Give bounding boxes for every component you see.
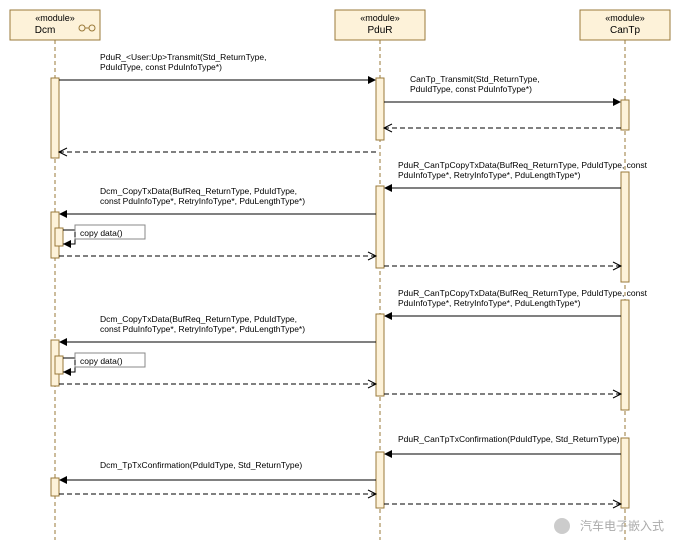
svg-text:CanTp: CanTp [610, 25, 640, 36]
svg-text:PduIdType, const PduInfoType*): PduIdType, const PduInfoType*) [410, 84, 532, 94]
svg-text:PduR_CanTpCopyTxData(BufReq_Re: PduR_CanTpCopyTxData(BufReq_ReturnType, … [398, 160, 648, 170]
svg-text:PduR: PduR [367, 25, 392, 36]
svg-text:Dcm_TpTxConfirmation(PduIdType: Dcm_TpTxConfirmation(PduIdType, Std_Retu… [100, 460, 302, 470]
svg-text:const PduInfoType*, RetryInfoT: const PduInfoType*, RetryInfoType*, PduL… [100, 196, 305, 206]
activation [376, 452, 384, 508]
svg-text:PduInfoType*, RetryInfoType*,: PduInfoType*, RetryInfoType*, PduLengthT… [398, 170, 581, 180]
activation [51, 78, 59, 158]
svg-text:Dcm_CopyTxData(BufReq_ReturnTy: Dcm_CopyTxData(BufReq_ReturnType, PduIdT… [100, 314, 297, 324]
activation [621, 100, 629, 130]
svg-text:PduR_<User:Up>Transmit(Std_Ret: PduR_<User:Up>Transmit(Std_ReturnType, [100, 52, 266, 62]
activation [621, 438, 629, 508]
svg-text:PduR_CanTpTxConfirmation(PduId: PduR_CanTpTxConfirmation(PduIdType, Std_… [398, 434, 620, 444]
svg-text:PduIdType, const PduInfoType*): PduIdType, const PduInfoType*) [100, 62, 222, 72]
activation [376, 186, 384, 268]
svg-text:const PduInfoType*, RetryInfoT: const PduInfoType*, RetryInfoType*, PduL… [100, 324, 305, 334]
svg-text:Dcm: Dcm [35, 25, 56, 36]
activation [55, 228, 63, 246]
svg-text:Dcm_CopyTxData(BufReq_ReturnTy: Dcm_CopyTxData(BufReq_ReturnType, PduIdT… [100, 186, 297, 196]
svg-text:«module»: «module» [605, 13, 645, 23]
watermark-icon [554, 518, 570, 534]
sequence-diagram: «module» Dcm «module» PduR «module» CanTp PduR… [0, 0, 692, 544]
svg-text:copy data(): copy data() [80, 356, 123, 366]
activation [621, 172, 629, 282]
svg-text:copy data(): copy data() [80, 228, 123, 238]
svg-text:PduR_CanTpCopyTxData(BufReq_Re: PduR_CanTpCopyTxData(BufReq_ReturnType, … [398, 288, 648, 298]
activation [376, 78, 384, 140]
activation [51, 478, 59, 496]
svg-text:«module»: «module» [360, 13, 400, 23]
activation [55, 356, 63, 374]
svg-text:«module»: «module» [35, 13, 75, 23]
svg-text:PduInfoType*, RetryInfoType*,: PduInfoType*, RetryInfoType*, PduLengthT… [398, 298, 581, 308]
svg-text:CanTp_Transmit(Std_ReturnType,: CanTp_Transmit(Std_ReturnType, [410, 74, 540, 84]
activation [621, 300, 629, 410]
activation [376, 314, 384, 396]
svg-text:汽车电子嵌入式: 汽车电子嵌入式 [580, 518, 664, 533]
